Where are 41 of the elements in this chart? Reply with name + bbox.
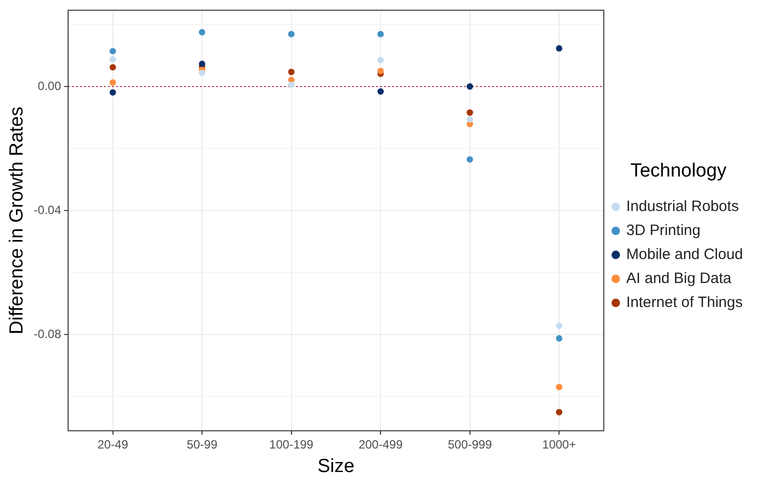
point: [288, 81, 295, 88]
legend-label: AI and Big Data: [626, 270, 732, 288]
point: [110, 48, 116, 54]
point: [198, 29, 206, 36]
point: [466, 116, 474, 123]
legend-label: Mobile and Cloud: [626, 246, 744, 264]
y-tick-label: -0.04: [34, 202, 62, 217]
legend-label: Industrial Robots: [626, 198, 739, 216]
point: [288, 30, 295, 38]
y-axis-title: Difference in Growth Rates: [6, 106, 28, 334]
point: [556, 335, 562, 342]
point: [466, 156, 474, 163]
x-tick-label: 20-49: [97, 437, 128, 452]
point: [377, 56, 384, 64]
point: [466, 109, 474, 116]
legend-label: 3D Printing: [626, 222, 700, 240]
x-tick-label: 200-499: [358, 437, 403, 452]
point: [288, 68, 295, 76]
x-axis-title: Size: [317, 456, 354, 477]
point: [556, 45, 562, 52]
point: [110, 79, 116, 86]
point: [110, 64, 116, 70]
point: [198, 70, 206, 76]
legend-label: Internet of Things: [626, 294, 743, 312]
point: [556, 408, 562, 416]
x-tick-label: 50-99: [186, 437, 218, 452]
x-tick-label: 500-999: [448, 437, 492, 452]
point: [377, 68, 384, 74]
x-tick-label: 1000+: [542, 437, 576, 452]
point: [110, 56, 116, 62]
y-tick-label: -0.08: [34, 326, 62, 341]
point: [377, 88, 384, 95]
point: [556, 384, 562, 390]
point: [556, 322, 562, 329]
legend-title: Technology: [630, 160, 727, 182]
point: [377, 30, 384, 38]
x-tick-label: 100-199: [269, 437, 314, 452]
point: [198, 60, 206, 68]
point: [110, 89, 116, 96]
y-tick-label: 0.00: [38, 78, 62, 93]
point: [466, 83, 474, 90]
